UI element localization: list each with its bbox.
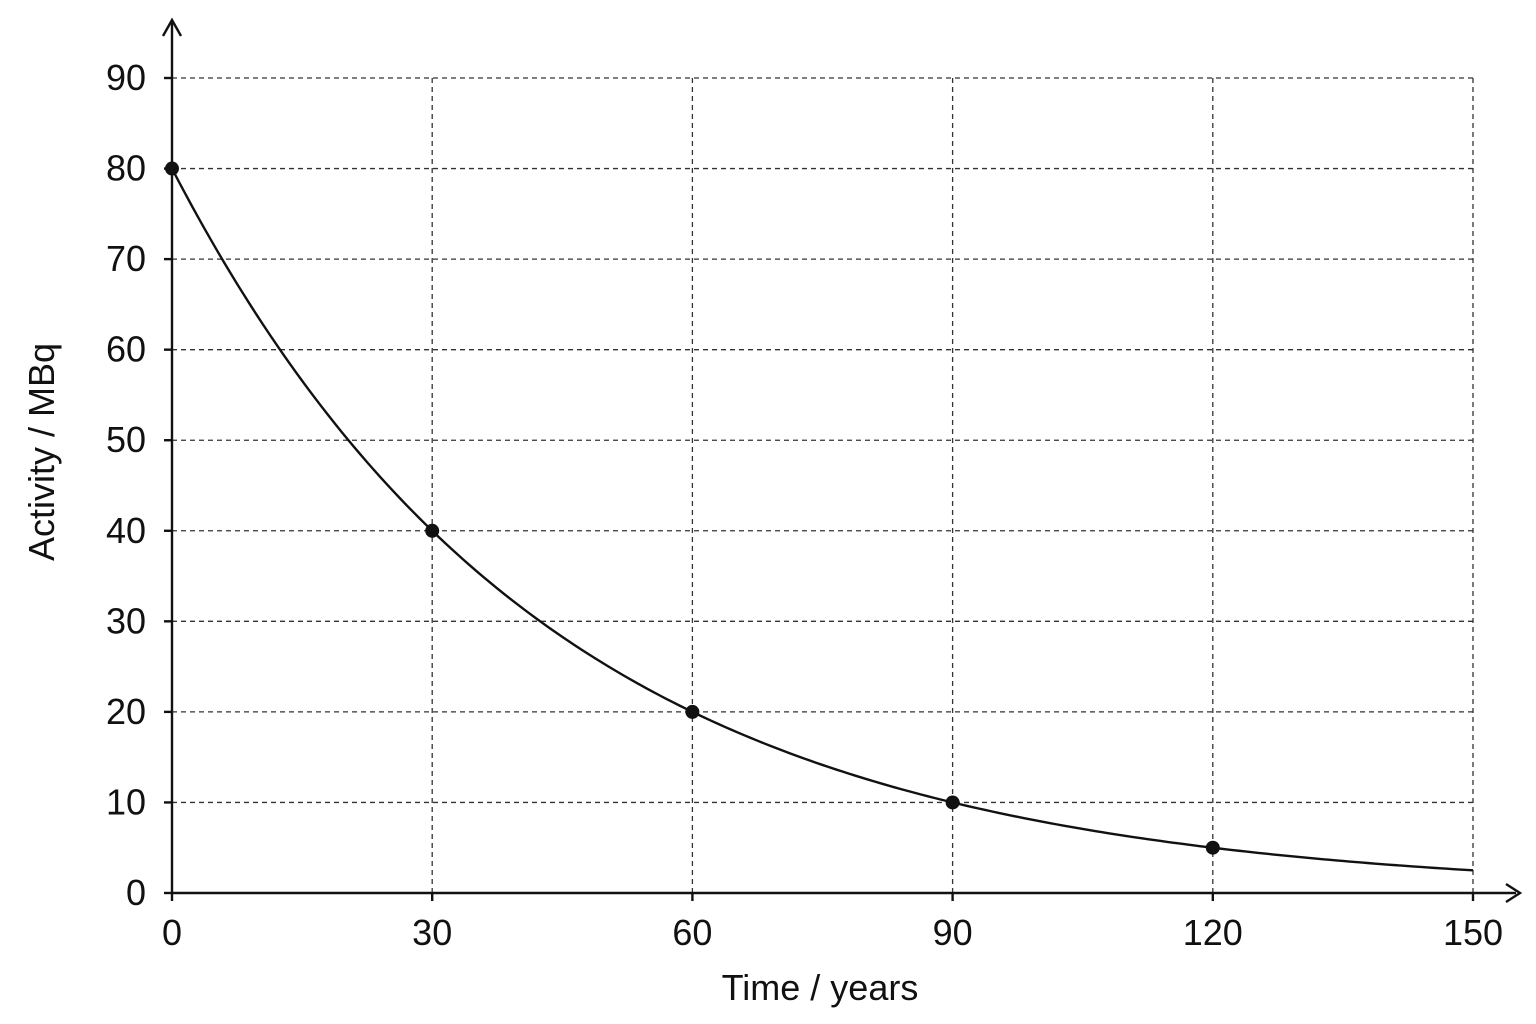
y-tick-label-40: 40: [106, 510, 146, 551]
data-points: [165, 161, 1220, 855]
x-tick-label-120: 120: [1183, 912, 1243, 953]
x-tick-label-30: 30: [412, 912, 452, 953]
data-point-30: [425, 523, 440, 538]
x-tick-label-0: 0: [162, 912, 182, 953]
x-tick-label-150: 150: [1443, 912, 1503, 953]
y-tick-label-50: 50: [106, 419, 146, 460]
y-axis-title: Activity / MBq: [21, 343, 62, 561]
y-tick-label-90: 90: [106, 57, 146, 98]
data-point-120: [1205, 840, 1220, 855]
y-tick-label-0: 0: [126, 872, 146, 913]
y-tick-label-30: 30: [106, 600, 146, 641]
data-point-0: [165, 161, 179, 176]
y-tick-label-60: 60: [106, 329, 146, 370]
x-tick-label-90: 90: [933, 912, 973, 953]
y-axis-arrow: [161, 17, 183, 37]
data-point-60: [685, 704, 700, 719]
x-tick-label-60: 60: [672, 912, 712, 953]
x-axis-title: Time / years: [722, 967, 919, 1008]
grid: [172, 77, 1474, 893]
x-axis-arrow: [1505, 882, 1523, 904]
decay-curve: [170, 168, 1474, 872]
data-point-90: [945, 795, 960, 810]
y-tick-label-10: 10: [106, 781, 146, 822]
y-tick-label-70: 70: [106, 238, 146, 279]
decay-curve-group: [170, 168, 1474, 872]
y-tick-label-20: 20: [106, 691, 146, 732]
y-tick-label-80: 80: [106, 148, 146, 189]
tick-labels: 0 10 20 30 40 50 60 70 80 90 0 30 60 90 120 150: [106, 57, 1503, 953]
